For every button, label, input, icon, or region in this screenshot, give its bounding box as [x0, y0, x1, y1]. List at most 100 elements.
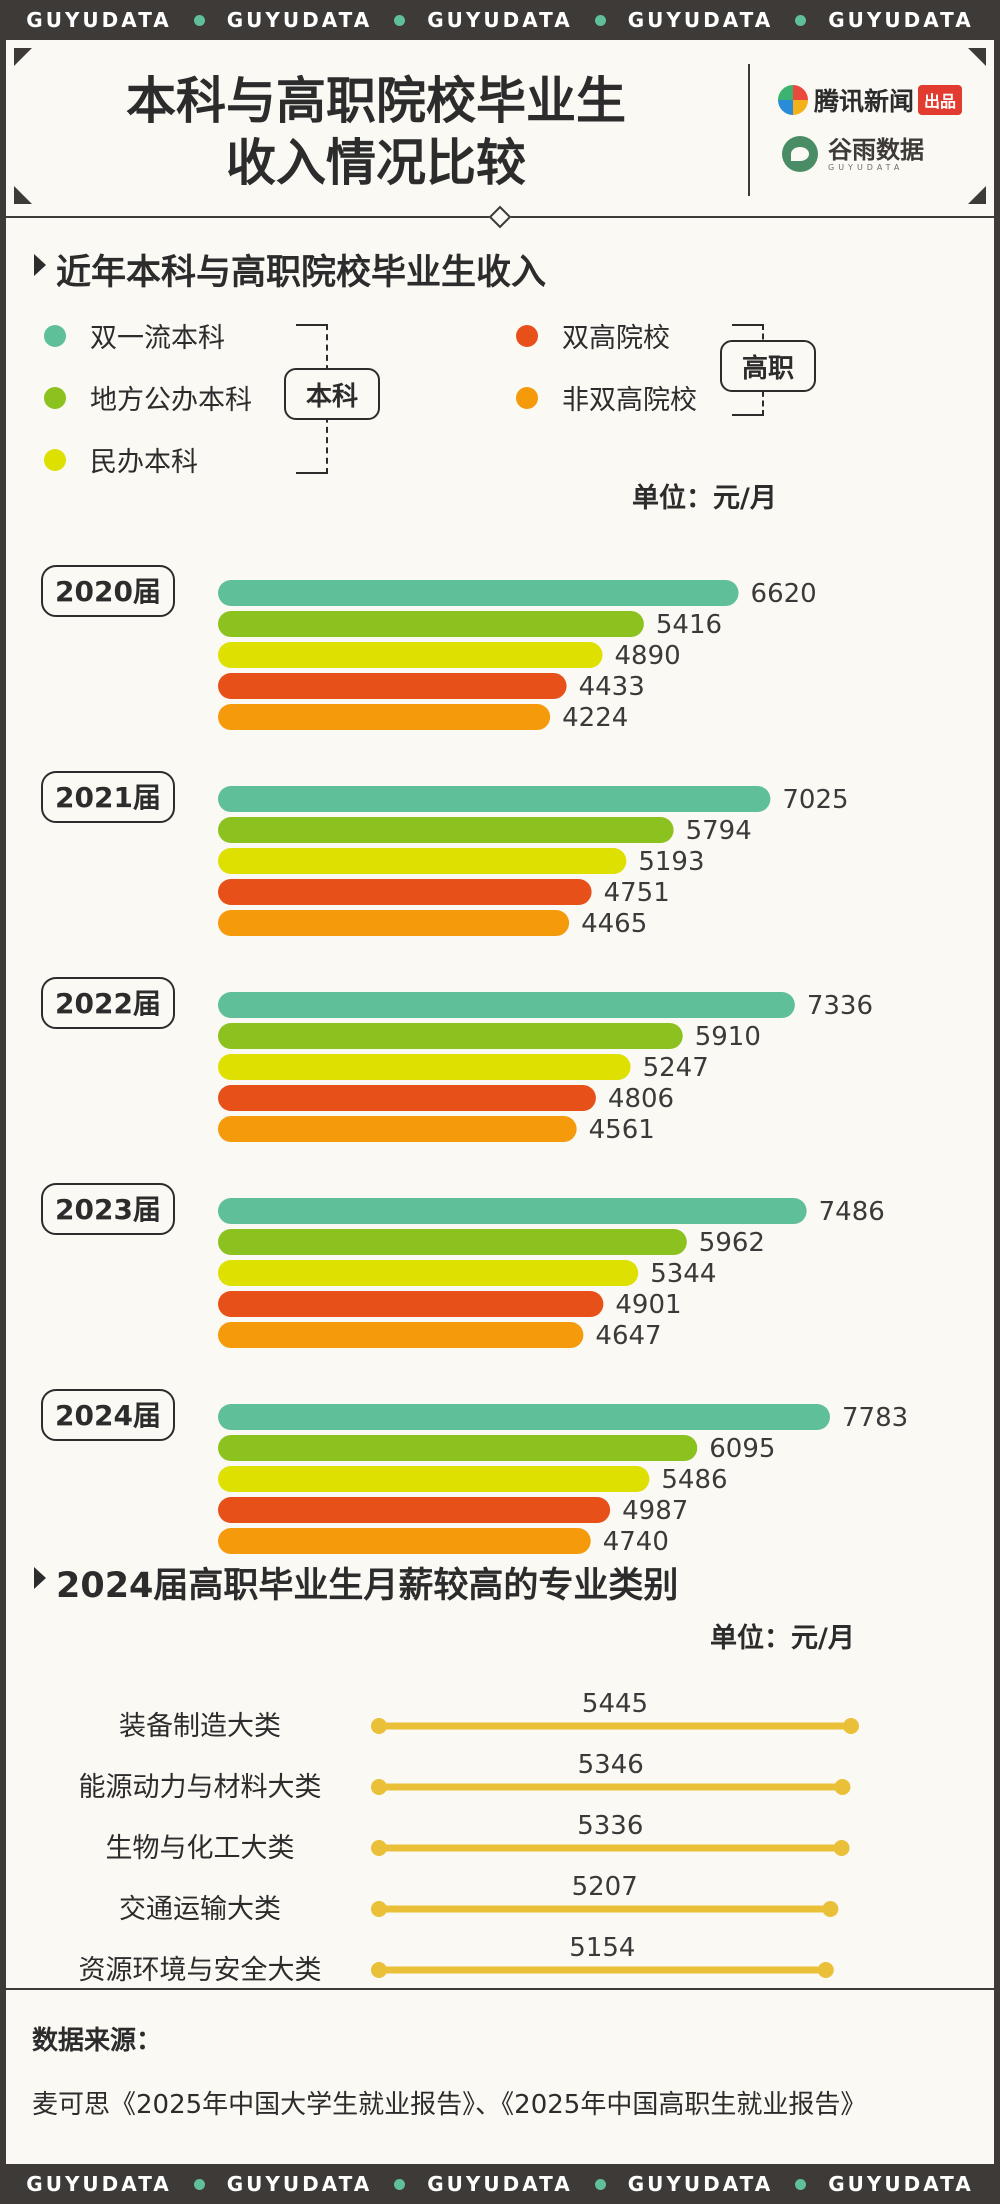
year-label-box — [41, 565, 175, 617]
lollipop-start-dot — [371, 1718, 387, 1734]
bar — [218, 1291, 604, 1317]
major-category-label: 能源动力与材料大类 — [79, 1772, 322, 1803]
guyu-data-logo: 谷雨数据 GUYUDATA — [782, 136, 924, 172]
strip-word: GUYUDATA — [828, 2172, 974, 2196]
lollipop-end-dot — [833, 1840, 850, 1856]
data-label: 5794 — [686, 816, 752, 846]
source-rule — [6, 1988, 994, 1990]
legend-swatch — [516, 386, 538, 409]
lollipop-end-dot — [817, 1962, 834, 1978]
title-line-2: 收入情况比较 — [226, 134, 526, 192]
source-label: 数据来源： — [32, 2026, 163, 2056]
major-row: 生物与化工大类 5336 — [106, 1811, 850, 1864]
legend-label: 双高院校 — [562, 323, 670, 354]
legend-item: 地方公办本科 — [44, 378, 252, 417]
bar — [218, 580, 739, 606]
data-label: 5154 — [569, 1933, 635, 1963]
section2-title: 2024届高职毕业生月薪较高的专业类别 — [56, 1566, 679, 1606]
year-label: 2024届 — [55, 1399, 161, 1432]
legend-swatch — [44, 324, 66, 347]
legend-label: 民办本科 — [90, 447, 198, 478]
year-label-box — [41, 1389, 175, 1441]
diamond-ornament — [488, 205, 512, 229]
year-label: 2021届 — [55, 781, 161, 814]
section-arrow-icon — [34, 254, 46, 276]
lollipop-end-dot — [834, 1779, 851, 1795]
strip-word: GUYUDATA — [627, 2172, 774, 2196]
lollipop-start-dot — [371, 1962, 387, 1978]
bar — [218, 910, 570, 936]
header-divider — [748, 64, 750, 196]
data-label: 5486 — [661, 1465, 727, 1495]
lollipop-end-dot — [822, 1901, 839, 1917]
data-label: 5962 — [699, 1228, 765, 1258]
data-label: 5445 — [582, 1689, 648, 1719]
bar — [218, 817, 674, 843]
bar — [218, 848, 627, 874]
legend-item: 双高院校 — [516, 316, 670, 355]
legend-label: 地方公办本科 — [90, 385, 252, 416]
bracket-tick — [296, 472, 326, 474]
strip-word: GUYUDATA — [26, 8, 172, 32]
major-category-label: 生物与化工大类 — [106, 1833, 295, 1864]
legend-label: 双一流本科 — [90, 323, 225, 354]
major-row: 能源动力与材料大类 5346 — [79, 1750, 851, 1803]
strip-dot — [795, 2178, 807, 2190]
bar — [218, 611, 644, 637]
bar — [218, 1198, 807, 1224]
lollipop-start-dot — [371, 1840, 387, 1856]
year-label: 2023届 — [55, 1193, 161, 1226]
data-label: 5346 — [578, 1750, 644, 1780]
data-label: 4465 — [581, 909, 647, 939]
bird-icon — [782, 136, 818, 172]
undergrad-group-label: 本科 — [284, 368, 380, 420]
bracket-tick — [732, 324, 762, 326]
data-label: 4806 — [608, 1084, 674, 1114]
bar — [218, 1404, 830, 1430]
data-label: 4647 — [595, 1321, 661, 1351]
data-label: 5247 — [643, 1053, 709, 1083]
strip-dot — [394, 2178, 406, 2190]
bar — [218, 786, 771, 812]
top-brand-strip: GUYUDATA GUYUDATA GUYUDATA GUYUDATA GUYU… — [0, 0, 1000, 40]
data-label: 5910 — [695, 1022, 761, 1052]
data-label: 6620 — [751, 579, 817, 609]
strip-dot — [394, 14, 406, 26]
lollipop-start-dot — [371, 1901, 387, 1917]
title-line-1: 本科与高职院校毕业生 — [126, 72, 626, 130]
strip-dot — [594, 2178, 606, 2190]
data-label: 5207 — [572, 1872, 638, 1902]
data-label: 4224 — [562, 703, 628, 733]
bar — [218, 1466, 650, 1492]
bar — [218, 992, 795, 1018]
lollipop-start-dot — [371, 1779, 387, 1795]
bar — [218, 1229, 687, 1255]
bar — [218, 704, 551, 730]
bar — [218, 1528, 591, 1554]
strip-dot — [594, 14, 606, 26]
corner-mark — [14, 48, 32, 66]
year-label-box — [41, 977, 175, 1029]
legend-label: 非双高院校 — [562, 385, 697, 416]
corner-mark — [14, 186, 32, 204]
strip-dot — [795, 14, 807, 26]
data-label: 4987 — [622, 1496, 688, 1526]
strip-dot — [193, 14, 205, 26]
bar — [218, 1054, 631, 1080]
bracket-tick — [296, 324, 326, 326]
vocational-group-label: 高职 — [720, 340, 816, 392]
data-label: 4890 — [615, 641, 681, 671]
strip-word: GUYUDATA — [627, 8, 774, 32]
strip-word: GUYUDATA — [226, 2172, 373, 2196]
data-label: 4433 — [579, 672, 645, 702]
legend-swatch — [44, 386, 66, 409]
bar — [218, 1497, 611, 1523]
guyu-data-subname: GUYUDATA — [828, 162, 904, 172]
legend-item: 双一流本科 — [44, 316, 225, 355]
